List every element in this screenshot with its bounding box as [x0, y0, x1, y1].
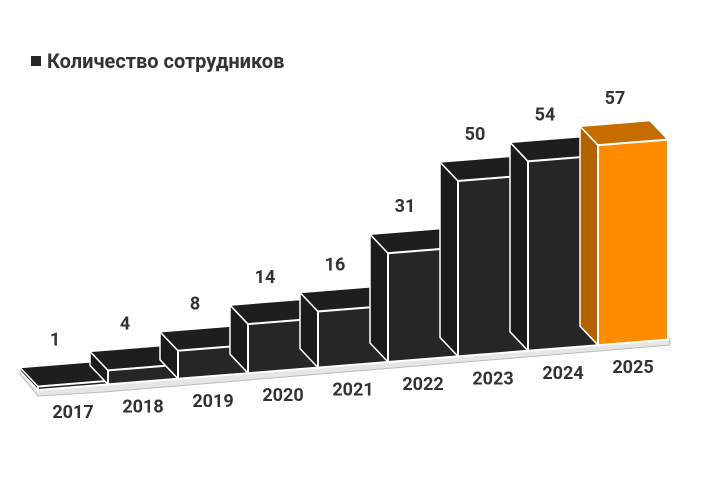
x-tick-label: 2021 — [332, 380, 373, 401]
value-label: 1 — [50, 329, 60, 350]
value-label: 8 — [190, 294, 200, 315]
value-label: 54 — [535, 104, 556, 125]
legend-swatch — [31, 56, 41, 66]
x-tick-label: 2017 — [52, 402, 93, 423]
x-tick-label: 2018 — [122, 396, 163, 417]
bar-side — [369, 232, 389, 364]
value-label: 4 — [120, 313, 130, 334]
value-label: 57 — [605, 88, 626, 109]
x-tick-label: 2023 — [472, 368, 513, 389]
value-label: 14 — [255, 267, 276, 288]
value-label: 16 — [325, 254, 346, 275]
x-tick-label: 2019 — [192, 391, 233, 412]
legend-label: Количество сотрудников — [47, 49, 284, 73]
bar-side — [439, 160, 459, 359]
bar-side — [579, 124, 599, 348]
value-label: 31 — [395, 196, 416, 217]
value-label: 50 — [465, 124, 486, 145]
bar-side — [509, 140, 529, 353]
bar — [597, 138, 669, 347]
x-tick-label: 2025 — [612, 357, 653, 378]
x-tick-label: 2020 — [262, 385, 303, 406]
x-tick-label: 2024 — [542, 363, 583, 384]
x-tick-label: 2022 — [402, 374, 443, 395]
